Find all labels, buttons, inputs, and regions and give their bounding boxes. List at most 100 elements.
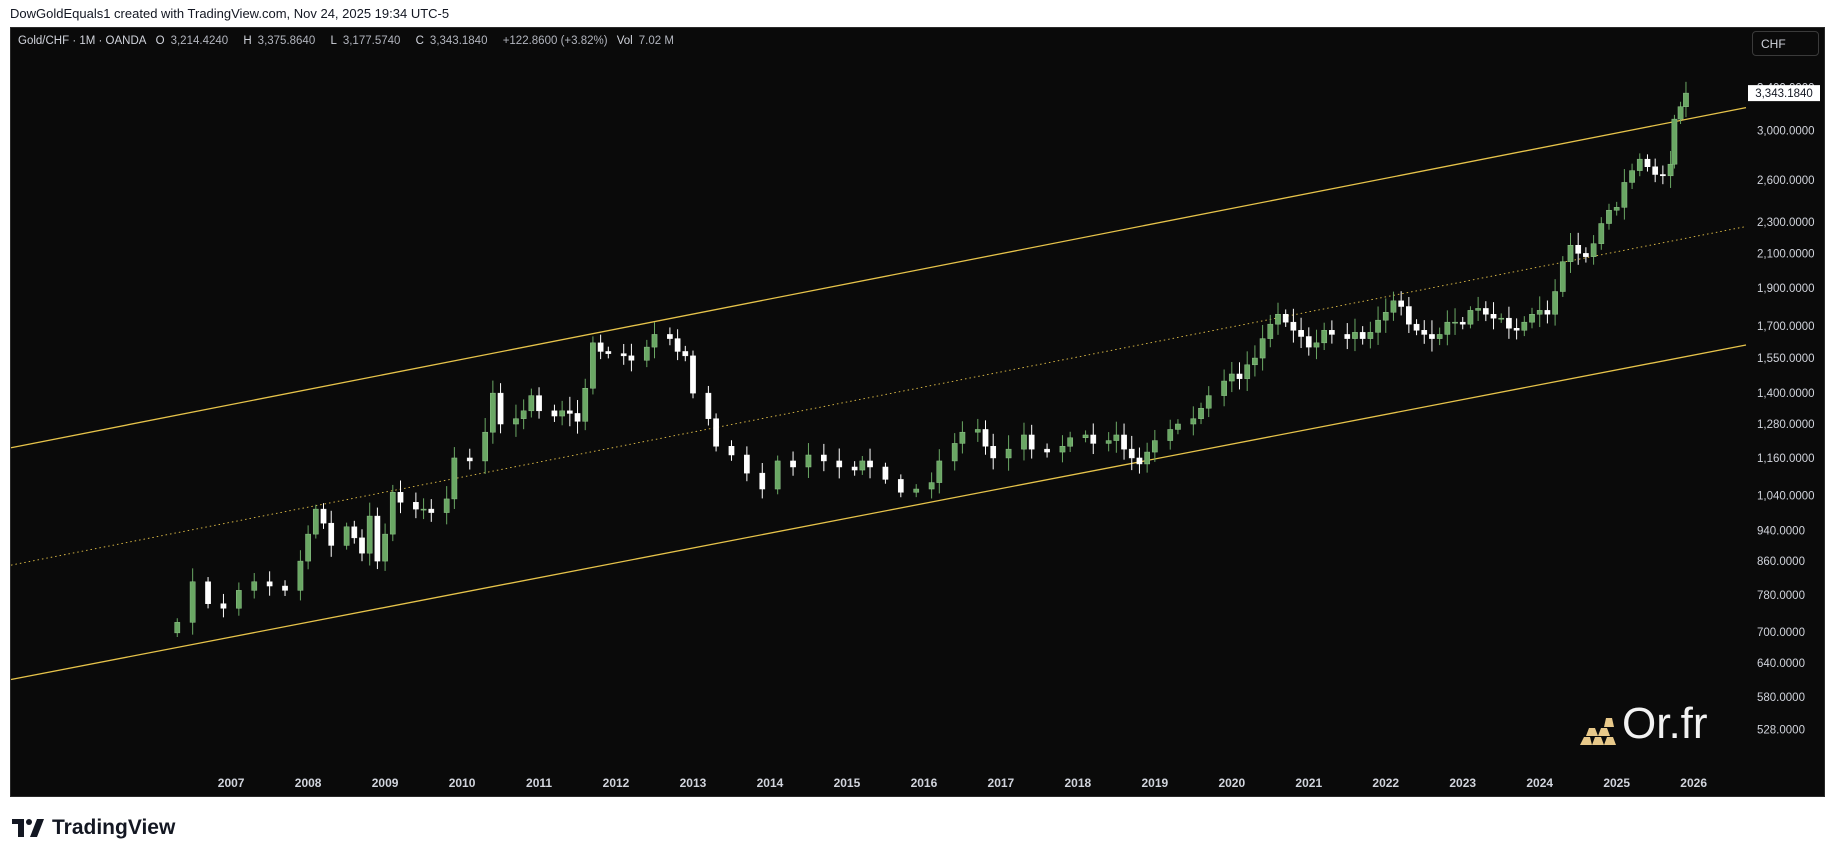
candle-body bbox=[297, 560, 304, 591]
candle-body bbox=[397, 492, 404, 503]
y-tick-label: 940.0000 bbox=[1757, 525, 1805, 537]
x-tick-label: 2026 bbox=[1680, 776, 1707, 790]
candle-body bbox=[1513, 327, 1520, 331]
candle-body bbox=[1621, 182, 1628, 208]
candle-body bbox=[351, 526, 358, 539]
candle-body bbox=[359, 537, 365, 554]
candle-body bbox=[1482, 308, 1489, 315]
x-tick-label: 2019 bbox=[1141, 776, 1168, 790]
candle-body bbox=[1498, 317, 1505, 320]
candle-body bbox=[759, 472, 766, 490]
candle-body bbox=[266, 581, 273, 587]
candle-body bbox=[1475, 308, 1481, 311]
candle-body bbox=[1583, 253, 1589, 257]
candle-body bbox=[382, 533, 388, 562]
candle-body bbox=[836, 460, 843, 468]
candle-body bbox=[974, 429, 981, 433]
y-tick-label: 2,300.0000 bbox=[1757, 217, 1815, 229]
x-tick-label: 2023 bbox=[1449, 776, 1476, 790]
candle-body bbox=[1671, 118, 1678, 165]
y-tick-label: 1,550.0000 bbox=[1757, 353, 1815, 365]
lower-channel-line bbox=[10, 344, 1747, 681]
candle-body bbox=[790, 460, 796, 468]
candle-body bbox=[1128, 448, 1135, 459]
candle-body bbox=[774, 460, 781, 490]
y-tick-label: 1,040.0000 bbox=[1757, 491, 1815, 503]
volume-label: Vol bbox=[616, 35, 633, 47]
candle-body bbox=[1329, 330, 1335, 335]
candle-body bbox=[690, 355, 696, 394]
candle-body bbox=[490, 392, 496, 433]
candle-body bbox=[1167, 429, 1174, 441]
candle-body bbox=[482, 431, 489, 462]
candle-body bbox=[1598, 223, 1605, 244]
candle-body bbox=[1590, 243, 1597, 257]
candle-body bbox=[897, 479, 904, 493]
candle-body bbox=[1629, 170, 1635, 183]
candle-body bbox=[1352, 332, 1358, 339]
candle-body bbox=[882, 466, 889, 480]
watermark-text: Or.fr bbox=[1622, 699, 1708, 748]
orfr-watermark: Or.fr bbox=[1578, 702, 1708, 746]
candle-body bbox=[582, 387, 589, 422]
candle-body bbox=[913, 488, 920, 493]
candle-body bbox=[1059, 446, 1066, 453]
candle-body bbox=[220, 603, 227, 609]
chart-pane[interactable] bbox=[10, 27, 1825, 797]
upper-channel-line bbox=[10, 107, 1747, 449]
candle-body bbox=[951, 443, 958, 462]
candle-body bbox=[1490, 314, 1497, 319]
candle-body bbox=[605, 351, 612, 354]
candle-body bbox=[705, 392, 712, 419]
candle-body bbox=[312, 508, 319, 535]
candle-body bbox=[936, 460, 943, 483]
candle-body bbox=[1677, 106, 1684, 120]
candle-body bbox=[1552, 291, 1558, 315]
candle-body bbox=[682, 351, 689, 357]
y-tick-label: 640.0000 bbox=[1757, 658, 1805, 670]
symbol-label[interactable]: Gold/CHF · 1M · OANDA bbox=[18, 35, 147, 47]
candle-body bbox=[1575, 245, 1582, 254]
candle-body bbox=[597, 342, 604, 352]
candle-body bbox=[320, 508, 327, 524]
high-label: H bbox=[243, 35, 252, 47]
y-tick-label: 3,000.0000 bbox=[1757, 125, 1815, 137]
x-tick-label: 2018 bbox=[1065, 776, 1092, 790]
candle-body bbox=[1436, 334, 1443, 339]
x-tick-label: 2020 bbox=[1218, 776, 1245, 790]
candle-body bbox=[867, 460, 873, 468]
candle-body bbox=[990, 446, 997, 459]
candle-body bbox=[1429, 334, 1435, 339]
x-tick-label: 2021 bbox=[1295, 776, 1322, 790]
candle-body bbox=[443, 498, 450, 513]
x-tick-label: 2010 bbox=[449, 776, 476, 790]
candle-body bbox=[928, 482, 935, 490]
x-tick-label: 2011 bbox=[526, 776, 552, 790]
candle-body bbox=[551, 410, 558, 417]
y-tick-label: 580.0000 bbox=[1757, 692, 1805, 704]
tradingview-logo[interactable]: TradingView bbox=[12, 816, 175, 840]
close-value: 3,343.1840 bbox=[429, 35, 488, 47]
x-tick-label: 2025 bbox=[1603, 776, 1630, 790]
candle-body bbox=[1344, 334, 1351, 339]
y-tick-label: 1,280.0000 bbox=[1757, 419, 1815, 431]
candle-body bbox=[574, 413, 581, 422]
candle-body bbox=[1521, 321, 1528, 331]
y-tick-label: 1,900.0000 bbox=[1757, 283, 1815, 295]
candle-body bbox=[1529, 314, 1535, 323]
candle-body bbox=[982, 429, 989, 447]
candle-body bbox=[1367, 332, 1374, 339]
candle-body bbox=[1421, 330, 1428, 335]
y-tick-label: 1,160.0000 bbox=[1757, 453, 1815, 465]
y-tick-label: 780.0000 bbox=[1757, 590, 1805, 602]
candle-body bbox=[820, 454, 827, 462]
candle-body bbox=[328, 522, 335, 546]
candle-body bbox=[451, 457, 458, 500]
candle-body bbox=[282, 585, 288, 591]
candle-body bbox=[1044, 448, 1050, 453]
currency-button[interactable]: CHF bbox=[1752, 31, 1819, 56]
high-value: 3,375.8640 bbox=[257, 35, 316, 47]
y-tick-label: 1,400.0000 bbox=[1757, 388, 1815, 400]
candle-body bbox=[1005, 448, 1012, 459]
